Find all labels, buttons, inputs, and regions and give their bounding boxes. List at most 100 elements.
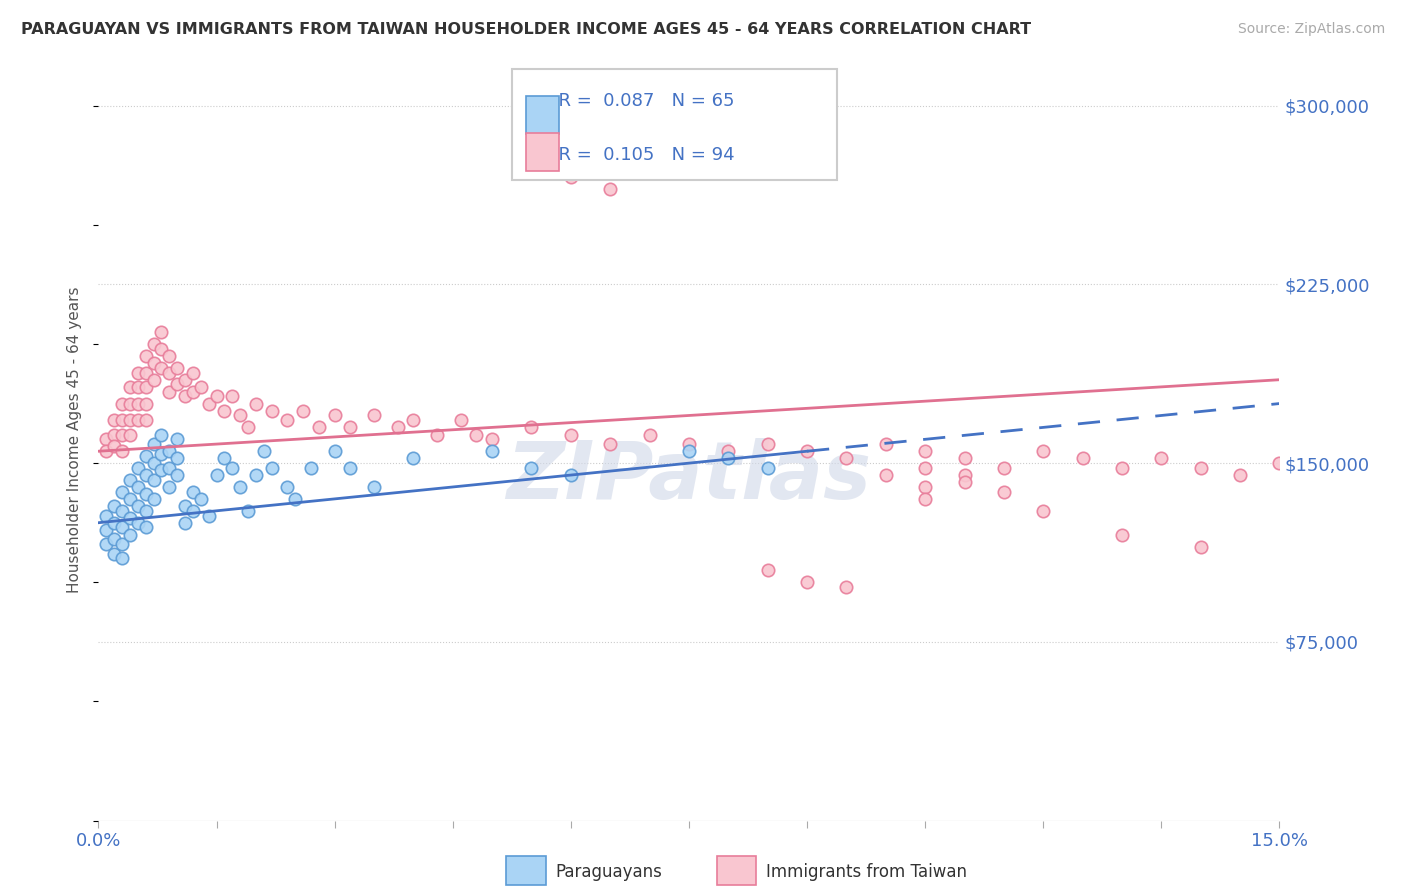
Point	[111, 413, 134, 427]
Point	[103, 516, 125, 530]
Point	[205, 389, 228, 403]
Bar	[526, 133, 560, 171]
Point	[157, 461, 180, 475]
Point	[914, 491, 936, 506]
Point	[157, 480, 180, 494]
Point	[520, 420, 543, 434]
Point	[181, 504, 204, 518]
Point	[142, 437, 165, 451]
Point	[150, 463, 173, 477]
Point	[953, 468, 976, 483]
Point	[127, 366, 149, 380]
Point	[118, 473, 141, 487]
Point	[1111, 461, 1133, 475]
Point	[103, 427, 125, 442]
Point	[953, 451, 976, 466]
Point	[756, 563, 779, 577]
Point	[245, 468, 267, 483]
Point	[520, 146, 543, 161]
Point	[914, 444, 936, 458]
Point	[135, 449, 157, 463]
Point	[229, 480, 252, 494]
Point	[96, 523, 118, 537]
Point	[166, 432, 188, 446]
Point	[835, 451, 858, 466]
Point	[339, 461, 361, 475]
Point	[127, 413, 149, 427]
Point	[560, 170, 582, 185]
Point	[236, 504, 259, 518]
Point	[323, 444, 346, 458]
Point	[875, 437, 897, 451]
Point	[835, 580, 858, 594]
Point	[142, 491, 165, 506]
Point	[914, 461, 936, 475]
Point	[135, 520, 157, 534]
Point	[299, 461, 322, 475]
Point	[157, 384, 180, 399]
Point	[190, 491, 212, 506]
Text: PARAGUAYAN VS IMMIGRANTS FROM TAIWAN HOUSEHOLDER INCOME AGES 45 - 64 YEARS CORRE: PARAGUAYAN VS IMMIGRANTS FROM TAIWAN HOU…	[21, 22, 1031, 37]
Point	[135, 504, 157, 518]
Point	[402, 413, 425, 427]
Point	[150, 325, 173, 339]
Point	[166, 377, 188, 392]
Point	[221, 461, 243, 475]
Point	[323, 409, 346, 423]
Point	[111, 504, 134, 518]
Point	[181, 366, 204, 380]
Text: R =  0.087   N = 65: R = 0.087 N = 65	[547, 92, 735, 111]
Point	[520, 461, 543, 475]
Point	[111, 537, 134, 551]
Point	[426, 427, 449, 442]
Point	[481, 432, 503, 446]
Point	[221, 389, 243, 403]
Point	[1111, 527, 1133, 541]
Point	[1189, 540, 1212, 554]
Point	[796, 575, 818, 590]
Point	[127, 480, 149, 494]
Point	[127, 380, 149, 394]
Point	[308, 420, 330, 434]
Point	[284, 491, 307, 506]
Point	[142, 473, 165, 487]
Text: ZIPatlas: ZIPatlas	[506, 439, 872, 516]
Point	[174, 389, 197, 403]
Point	[150, 360, 173, 375]
Point	[402, 451, 425, 466]
Point	[135, 413, 157, 427]
Point	[166, 451, 188, 466]
Point	[111, 396, 134, 410]
Point	[96, 444, 118, 458]
Point	[118, 396, 141, 410]
Point	[638, 427, 661, 442]
Point	[166, 360, 188, 375]
Text: R =  0.105   N = 94: R = 0.105 N = 94	[547, 145, 735, 164]
Point	[1189, 461, 1212, 475]
Point	[205, 468, 228, 483]
Point	[118, 427, 141, 442]
Point	[96, 432, 118, 446]
Point	[214, 451, 236, 466]
Point	[150, 342, 173, 356]
Point	[103, 533, 125, 547]
Point	[127, 499, 149, 513]
Point	[1229, 468, 1251, 483]
Y-axis label: Householder Income Ages 45 - 64 years: Householder Income Ages 45 - 64 years	[67, 286, 83, 592]
Point	[157, 366, 180, 380]
Point	[96, 537, 118, 551]
Point	[118, 380, 141, 394]
Text: Paraguayans: Paraguayans	[555, 863, 662, 881]
Point	[599, 182, 621, 196]
Point	[756, 437, 779, 451]
Point	[260, 461, 283, 475]
Point	[1032, 444, 1054, 458]
Point	[181, 484, 204, 499]
Point	[135, 380, 157, 394]
Point	[236, 420, 259, 434]
Point	[127, 396, 149, 410]
Point	[111, 520, 134, 534]
Point	[111, 444, 134, 458]
Point	[150, 447, 173, 461]
Point	[181, 384, 204, 399]
